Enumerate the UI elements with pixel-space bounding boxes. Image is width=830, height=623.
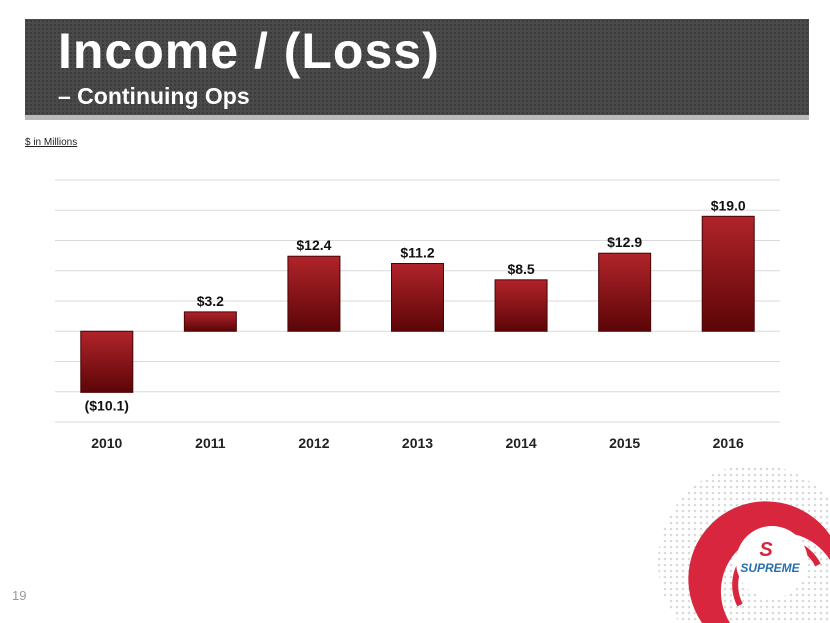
page-number: 19 — [12, 588, 27, 603]
x-tick-2012: 2012 — [298, 435, 329, 451]
gridlines — [55, 179, 780, 423]
bar-2014 — [494, 279, 548, 332]
logo-s-mark: S — [759, 539, 773, 561]
x-tick-2016: 2016 — [713, 435, 744, 451]
supreme-logo: S SUPREME — [658, 464, 830, 623]
data-label-2013: $11.2 — [400, 244, 434, 260]
bar-2012 — [287, 255, 341, 332]
data-label-2015: $12.9 — [607, 234, 642, 250]
units-note: $ in Millions — [25, 137, 78, 148]
x-tick-2013: 2013 — [402, 435, 433, 451]
logo-outer-ring — [688, 501, 830, 623]
bar-2010 — [80, 330, 134, 393]
x-tick-2011: 2011 — [195, 435, 226, 451]
data-label-2012: $12.4 — [296, 237, 331, 253]
bar-2015 — [598, 252, 652, 332]
logo-center — [736, 526, 808, 598]
logo-wordmark: SUPREME — [740, 561, 800, 575]
bar-2011 — [183, 311, 237, 332]
x-tick-2014: 2014 — [505, 435, 536, 451]
title-banner — [25, 19, 809, 115]
x-tick-2010: 2010 — [91, 435, 122, 451]
slide-subtitle: – Continuing Ops — [58, 83, 250, 109]
bar-2013 — [391, 262, 444, 332]
data-label-2014: $8.5 — [507, 261, 534, 277]
data-label-2016: $19.0 — [711, 197, 746, 213]
x-tick-labels: 2010 2011 2012 2013 2014 2015 2016 — [91, 435, 744, 451]
data-label-2011: $3.2 — [197, 293, 224, 309]
x-tick-2015: 2015 — [609, 435, 640, 451]
bars — [80, 215, 755, 393]
slide-title: Income / (Loss) — [58, 23, 440, 79]
data-label-2010: ($10.1) — [85, 397, 129, 413]
bar-2016 — [701, 215, 755, 332]
title-banner-underline — [25, 115, 809, 120]
data-labels: ($10.1) $3.2 $12.4 $11.2 $8.5 $12.9 $19.0 — [85, 197, 746, 413]
